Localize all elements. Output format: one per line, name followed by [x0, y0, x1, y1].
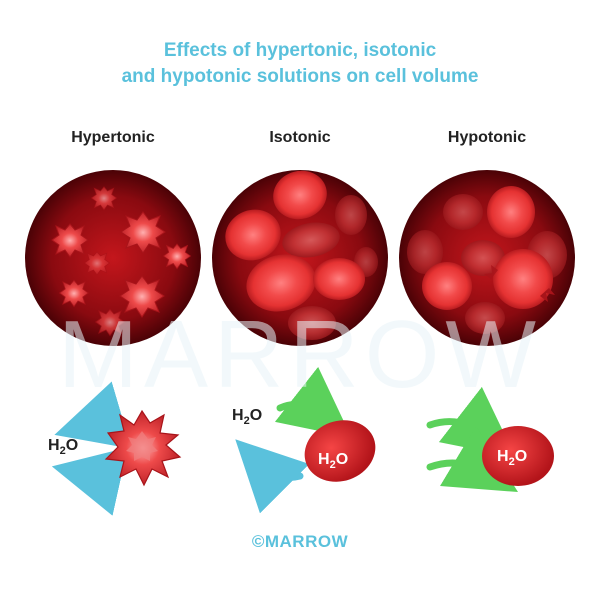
- crenated-cell: [119, 275, 165, 318]
- cell-isotonic: [304, 420, 376, 482]
- arrow-water-in: [274, 366, 352, 438]
- title-line-1: Effects of hypertonic, isotonic: [163, 40, 437, 61]
- rbc: [443, 194, 483, 230]
- rbc: [335, 195, 367, 235]
- arrow-water-in-bottom: [426, 425, 519, 492]
- isotonic-view: [212, 170, 388, 346]
- hypotonic-view: [399, 170, 575, 346]
- arrow-water-out: [235, 439, 310, 514]
- water-label-hypotonic-cell: H2O: [497, 448, 528, 469]
- crenated-cell-large: [104, 409, 182, 487]
- crenated-cell: [94, 308, 126, 337]
- water-label-isotonic: H2O: [232, 407, 263, 428]
- crenated-cell: [90, 186, 118, 211]
- lysed-cell: [484, 249, 555, 309]
- rbc: [422, 262, 472, 310]
- label-hypotonic: Hypotonic: [447, 129, 527, 146]
- label-hypertonic: Hypertonic: [71, 129, 155, 146]
- rbc: [246, 254, 316, 312]
- rbc: [465, 302, 505, 334]
- arrow-water-in-top: [426, 386, 516, 458]
- arrow-water-out-top: [54, 381, 132, 449]
- crenated-cell: [58, 279, 90, 308]
- isotonic-water-flow: [235, 366, 376, 514]
- crenated-cell: [51, 223, 89, 258]
- water-label-isotonic-cell: H2O: [318, 451, 349, 472]
- rbc: [407, 230, 443, 274]
- crenated-cell: [83, 251, 111, 276]
- title-line-2: and hypotonic solutions on cell volume: [121, 66, 479, 87]
- rbc: [282, 222, 340, 258]
- rbc: [461, 240, 505, 276]
- rbc: [273, 170, 327, 220]
- cell-hypotonic: [482, 426, 554, 486]
- copyright-notice: ©MARROW: [251, 532, 349, 551]
- diagram-title: Effects of hypertonic, isotonic and hypo…: [0, 38, 600, 90]
- label-isotonic: Isotonic: [269, 129, 331, 146]
- rbc: [225, 209, 281, 261]
- crenated-cell: [162, 243, 192, 270]
- hypertonic-water-flow: [51, 381, 182, 516]
- hypertonic-view: [25, 170, 201, 346]
- hypotonic-water-flow: [426, 386, 554, 492]
- crenated-cell: [120, 211, 166, 254]
- rbc: [487, 186, 535, 238]
- rbc: [288, 306, 336, 340]
- water-label-hypertonic: H2O: [48, 437, 79, 458]
- rbc: [313, 258, 365, 300]
